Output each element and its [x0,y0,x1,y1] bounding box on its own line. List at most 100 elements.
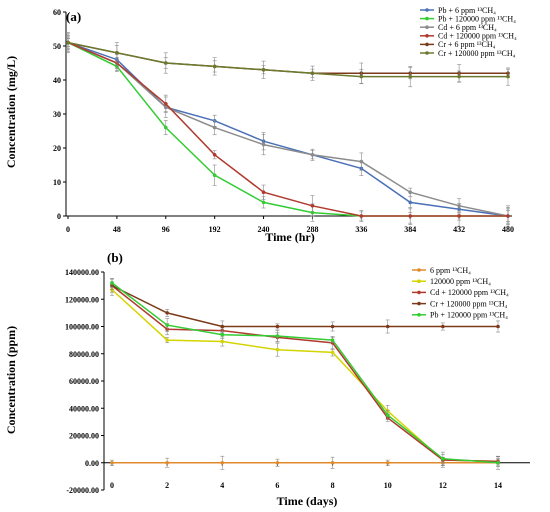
data-point [441,324,445,329]
data-point [310,71,315,75]
data-point [330,338,335,342]
data-point [385,324,390,329]
series-4 [110,278,500,334]
data-point [457,214,461,218]
legend-label: Pb + 6 ppm ¹³CH₄ [438,6,496,15]
x-tick-label: 480 [502,225,514,234]
data-point [163,61,168,65]
legend: 6 ppm ¹³CH₄ 120000 ppm ¹³CH₄ Cd + 120000 p… [412,266,509,320]
y-tick-label: 60 [53,8,61,17]
y-axis-title: Concentration (ppm) [4,326,18,434]
series-2 [66,33,510,227]
data-point [330,350,335,355]
legend-label: Pb + 120000 ppm ¹³CH₄ [430,311,508,320]
legend-label: Cr + 120000 ppm ¹³CH₄ [438,49,516,58]
y-tick-label: 10 [53,178,61,187]
x-tick-label: 432 [453,225,465,234]
legend-label: Cd + 6 ppm ¹³CH₄ [438,23,497,32]
series-line [67,41,509,217]
y-tick-label: 0.00 [85,459,99,468]
legend-marker [417,268,421,272]
data-point [275,324,280,329]
y-tick-label: 20000.00 [69,432,99,441]
data-point [212,64,217,69]
data-point [110,281,114,285]
data-point [408,214,413,218]
data-point [163,125,168,130]
data-point [115,51,119,55]
legend-marker [425,51,429,55]
legend-marker [425,25,429,30]
data-point [220,339,225,344]
panel-label: (a) [66,9,81,24]
panel-label: (b) [107,250,123,265]
data-point [506,214,510,218]
y-tick-label: 40 [53,76,61,85]
data-point [261,190,266,194]
x-tick-label: 336 [355,225,367,234]
legend-marker [425,8,429,12]
data-point [275,334,280,338]
y-tick-label: -20000.00 [66,486,99,495]
data-point [359,159,364,164]
series-1 [66,38,510,225]
data-point [165,311,169,315]
x-tick-label: 0 [110,481,114,490]
y-axis-title: Concentration (mg/L) [4,56,18,168]
x-tick-label: 6 [275,481,279,490]
data-point [385,460,390,465]
legend-marker [417,313,421,317]
series-line [67,41,508,217]
series-1 [110,455,500,470]
data-point [441,456,445,461]
data-point [275,347,280,352]
x-tick-label: 8 [331,481,335,490]
data-point [496,460,500,465]
x-tick-label: 240 [258,225,270,234]
legend-marker [417,279,421,284]
data-point [220,324,225,329]
x-axis-title: Time (hr) [265,230,314,244]
legend-marker [425,34,429,38]
data-point [359,214,364,218]
data-point [261,200,266,205]
legend-label: Cd + 120000 ppm ¹³CH₄ [430,288,509,297]
data-point [212,153,217,157]
data-point [261,142,266,147]
series-line [111,285,499,463]
data-point [457,74,461,79]
series-4 [66,32,510,225]
x-tick-label: 48 [113,225,121,234]
legend-marker [417,290,421,295]
data-point [212,125,217,130]
data-point [163,102,168,106]
series-line [111,282,499,464]
series-line [67,41,509,217]
y-tick-label: 60000.00 [69,377,99,386]
data-point [330,460,335,465]
data-point [385,413,390,417]
y-tick-label: 20 [53,144,61,153]
data-point [220,332,225,337]
x-tick-label: 96 [162,225,170,234]
data-point [408,74,413,79]
data-point [261,68,266,72]
data-point [275,460,280,465]
series-line [67,41,508,217]
y-tick-label: 50 [53,42,61,51]
legend-label: 120000 ppm ¹³CH₄ [430,277,491,286]
x-tick-label: 12 [439,481,447,490]
x-tick-label: 14 [494,481,502,490]
series-line [67,41,508,78]
chart-a: 0 10 20 30 40 50 60 0 48 96 192 240 288 336 384 432 480 T… [4,6,517,244]
x-tick-label: 192 [209,225,221,234]
data-point [165,323,169,327]
data-point [310,153,315,157]
data-point [408,200,413,205]
x-tick-label: 2 [165,481,169,490]
legend-label: Cr + 6 ppm ¹³CH₄ [438,40,496,49]
x-axis-title: Time (days) [277,494,338,508]
legend-marker [425,16,429,21]
legend-label: Cr + 120000 ppm ¹³CH₄ [430,299,508,308]
data-point [220,460,225,465]
